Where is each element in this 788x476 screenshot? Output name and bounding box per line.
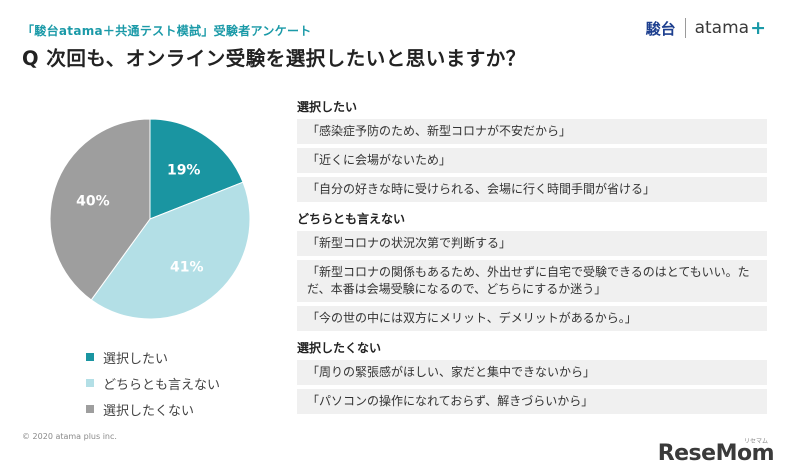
pie-slice-2 <box>90 181 251 320</box>
pie-chart: 19% 41% 40% <box>49 118 251 320</box>
comment-item: 「新型コロナの状況次第で判断する」 <box>297 231 767 256</box>
legend-swatch <box>86 353 94 361</box>
resemom-watermark: ReseMom <box>657 441 775 466</box>
comment-item: 「近くに会場がないため」 <box>297 148 767 173</box>
legend-label: どちらとも言えない <box>103 377 221 393</box>
pie-slice-1 <box>149 118 244 220</box>
legend-item-3: 選択したくない <box>86 396 220 422</box>
comment-group-heading: 選択したくない <box>297 341 382 355</box>
legend-swatch <box>86 379 94 387</box>
survey-subtitle: 「駿台atama＋共通テスト模試」受験者アンケート <box>22 24 312 38</box>
legend-swatch <box>86 405 94 413</box>
watermark-small: リセマム <box>743 438 768 445</box>
comment-item: 「自分の好きな時に受けられる、会場に行く時間手間が省ける」 <box>297 177 767 202</box>
copyright: © 2020 atama plus inc. <box>22 432 117 441</box>
comment-item: 「今の世の中には双方にメリット、デメリットがあるから。」 <box>297 306 767 331</box>
logo-divider <box>684 18 686 38</box>
question-title: Q 次回も、オンライン受験を選択したいと思いますか？ <box>22 47 526 70</box>
comment-item: 「新型コロナの関係もあるため、外出せずに自宅で受験できるのはとてもいい。ただ、本… <box>297 260 767 302</box>
pie-slice-3 <box>49 118 151 301</box>
legend-label: 選択したくない <box>103 403 195 419</box>
comment-item: 「感染症予防のため、新型コロナが不安だから」 <box>297 119 767 144</box>
comment-group: 選択したくない「周りの緊張感がほしい、家だと集中できないから」 「パソコンの操作に… <box>297 339 767 414</box>
comment-group: 選択したい「感染症予防のため、新型コロナが不安だから」 「近くに会場がないため」「… <box>297 98 767 202</box>
logo-sundai: 駿台 <box>645 19 676 38</box>
comment-group: どちらとも言えない「新型コロナの状況次第で判断する」「新型コロナの関係もあるため… <box>297 210 767 331</box>
logo: 駿台 atama + <box>646 16 766 40</box>
chart-legend: 選択したいどちらとも言えない 選択したくない <box>86 344 220 422</box>
comment-group-heading: どちらとも言えない <box>297 212 406 226</box>
pie-slice-label-2: 41% <box>170 259 204 275</box>
pie-slice-label-1: 19% <box>167 162 201 178</box>
legend-item-1: 選択したい <box>86 344 220 370</box>
legend-label: 選択したい <box>103 351 169 367</box>
legend-item-2: どちらとも言えない <box>86 370 220 396</box>
comment-item: 「パソコンの操作になれておらず、解きづらいから」 <box>297 389 767 414</box>
logo-atama: atama <box>694 18 750 38</box>
comments-panel: 選択したい 「感染症予防のため、新型コロナが不安だから」 「近くに会場がないため」「… <box>297 98 767 422</box>
comment-item: 「周りの緊張感がほしい、家だと集中できないから」 <box>297 360 767 385</box>
logo-plus: + <box>750 17 766 39</box>
pie-slice-label-3: 40% <box>76 193 110 209</box>
comment-group-heading: 選択したい <box>297 100 358 114</box>
